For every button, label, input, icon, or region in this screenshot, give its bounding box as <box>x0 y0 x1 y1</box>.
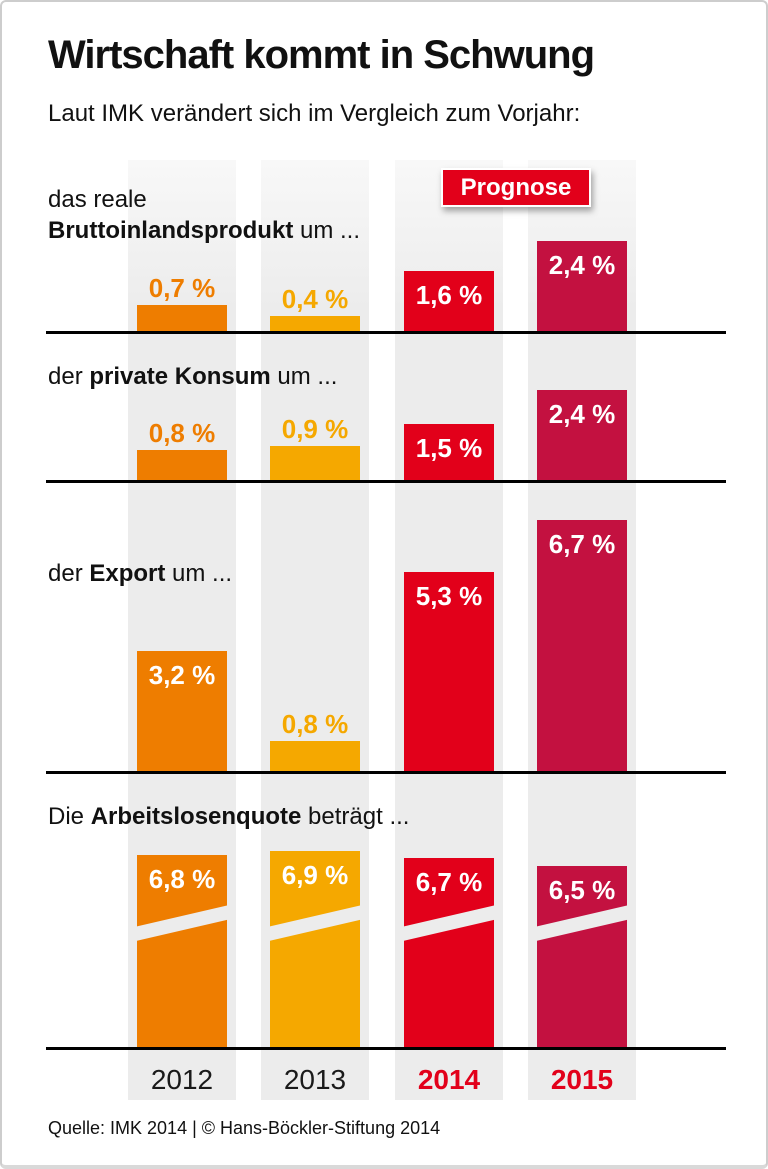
bar-value-label: 1,6 % <box>415 280 483 310</box>
bar-value-label: 2,4 % <box>548 250 616 280</box>
axis-break-stripe <box>270 903 360 943</box>
section-label: Die Arbeitslosenquote beträgt ... <box>48 801 409 832</box>
bar-2012 <box>137 450 227 480</box>
bar-2015: 2,4 % <box>537 241 627 331</box>
section-label-prefix: der <box>48 363 90 390</box>
bar-2014: 5,3 % <box>404 572 494 771</box>
section-label-bold: Bruttoinlandsprodukt <box>48 217 294 244</box>
prognose-badge-label: Prognose <box>460 173 572 201</box>
bar-2013: 6,9 % <box>270 851 360 1047</box>
section-label-prefix: das reale <box>48 186 147 213</box>
bar-2012: 3,2 % <box>137 651 227 771</box>
bar-value-label: 6,8 % <box>148 864 216 894</box>
bar-2015: 2,4 % <box>537 390 627 480</box>
axis-break-stripe <box>537 903 627 943</box>
bar-2013 <box>270 316 360 331</box>
section-label-bold: Arbeitslosenquote <box>90 803 302 830</box>
bar-2014: 1,6 % <box>404 271 494 331</box>
section-label-bold: Export <box>89 560 166 587</box>
prognose-badge: Prognose <box>441 168 591 207</box>
axis-line <box>46 331 726 334</box>
bar-value-label: 5,3 % <box>415 581 483 611</box>
section-label-bold: private Konsum <box>89 363 271 390</box>
bar-value-label: 6,9 % <box>281 860 349 890</box>
bar-2013 <box>270 446 360 480</box>
year-label-2013: 2013 <box>283 1064 347 1095</box>
bar-2012 <box>137 305 227 331</box>
bar-2015: 6,7 % <box>537 520 627 771</box>
axis-line <box>46 1047 726 1050</box>
bar-value-label: 0,4 % <box>281 284 349 314</box>
bar-value-label: 1,5 % <box>415 433 483 463</box>
year-label-2012: 2012 <box>150 1064 214 1095</box>
bar-value-label: 0,8 % <box>281 709 349 739</box>
section-label-suffix: beträgt ... <box>301 803 410 830</box>
section-label-suffix: um ... <box>270 363 338 390</box>
bar-2013 <box>270 741 360 771</box>
bar-value-label: 0,7 % <box>148 273 216 303</box>
axis-line <box>46 480 726 483</box>
section-label-suffix: um ... <box>165 560 233 587</box>
bar-value-label: 2,4 % <box>548 399 616 429</box>
year-label-2014: 2014 <box>417 1064 481 1095</box>
bar-value-label: 6,5 % <box>548 875 616 905</box>
bar-value-label: 6,7 % <box>548 529 616 559</box>
axis-break-stripe <box>137 903 227 943</box>
section-label-prefix: Die <box>48 803 91 830</box>
section-label: der private Konsum um ... <box>48 361 337 392</box>
bar-value-label: 0,8 % <box>148 418 216 448</box>
source-credit: Quelle: IMK 2014 | © Hans-Böckler-Stiftu… <box>48 1118 441 1138</box>
bar-2014: 1,5 % <box>404 424 494 480</box>
page-subtitle: Laut IMK verändert sich im Vergleich zum… <box>48 100 581 127</box>
section-label-suffix: um ... <box>293 217 360 244</box>
axis-line <box>46 771 726 774</box>
bar-value-label: 3,2 % <box>148 660 216 690</box>
bar-2012: 6,8 % <box>137 855 227 1047</box>
bar-2014: 6,7 % <box>404 858 494 1047</box>
axis-break-stripe <box>404 903 494 943</box>
section-label-prefix: der <box>48 560 90 587</box>
bar-value-label: 0,9 % <box>281 414 349 444</box>
bar-2015: 6,5 % <box>537 866 627 1047</box>
year-label-2015: 2015 <box>550 1064 614 1095</box>
section-label: das reale Bruttoinlandsprodukt um ... <box>48 184 360 246</box>
section-label: der Export um ... <box>48 558 232 589</box>
page-title: Wirtschaft kommt in Schwung <box>48 33 595 77</box>
bar-value-label: 6,7 % <box>415 867 483 897</box>
